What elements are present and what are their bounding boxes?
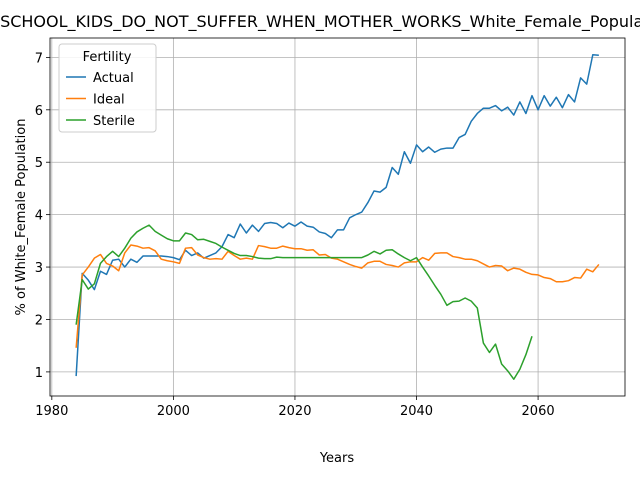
y-tick-label: 3 [35,261,43,276]
x-tick-label: 2020 [278,404,311,419]
x-tick-label: 2000 [157,404,190,419]
legend-label-ideal: Ideal [93,93,125,108]
x-tick-label: 2060 [522,404,555,419]
y-tick-label: 7 [35,51,43,66]
y-axis-label: % of White_Female Population [14,119,29,316]
legend-label-sterile: Sterile [93,114,135,129]
legend: Fertility Actual Ideal Sterile [58,43,157,133]
legend-title: Fertility [83,50,132,65]
y-tick-label: 2 [35,313,43,328]
x-axis-label: Years [319,451,355,466]
series-line-ideal [75,244,600,348]
grid [50,38,625,396]
series-lines [75,54,600,380]
chart-title: SCHOOL_KIDS_DO_NOT_SUFFER_WHEN_MOTHER_WO… [0,12,640,32]
series-line-sterile [75,224,533,380]
plot-frame [49,37,626,397]
legend-box [58,43,157,133]
x-tick-label: 2040 [400,404,433,419]
legend-label-actual: Actual [93,71,134,86]
y-tick-label: 6 [35,104,43,119]
y-tick-label: 5 [35,156,43,171]
x-tick-label: 1980 [35,404,68,419]
axis-ticks: 1980 2000 2020 2040 2060 1 2 3 4 5 6 7 [35,51,555,419]
series-line-actual [75,54,599,377]
legend-items: Actual Ideal Sterile [66,71,135,129]
y-tick-label: 1 [35,366,43,381]
y-tick-label: 4 [35,209,43,224]
